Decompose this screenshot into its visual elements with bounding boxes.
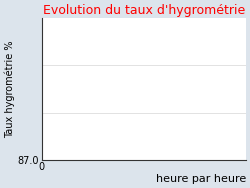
X-axis label: heure par heure: heure par heure	[156, 174, 246, 184]
Y-axis label: Taux hygrométrie %: Taux hygrométrie %	[4, 40, 15, 138]
Title: Evolution du taux d'hygrométrie: Evolution du taux d'hygrométrie	[43, 4, 245, 17]
